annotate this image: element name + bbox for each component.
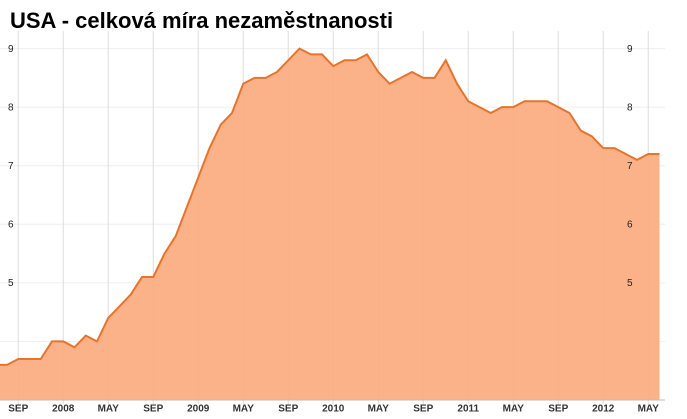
x-tick-label: 2010 — [322, 404, 345, 415]
x-tick-label: SEP — [413, 404, 433, 415]
x-tick-label: MAY — [503, 404, 525, 415]
x-tick-label: SEP — [8, 404, 28, 415]
y-tick-label: 6 — [8, 219, 14, 230]
x-tick-label: MAY — [638, 404, 660, 415]
x-tick-label: SEP — [143, 404, 163, 415]
x-tick-label: MAY — [368, 404, 390, 415]
x-tick-label: SEP — [548, 404, 568, 415]
x-tick-label: 2009 — [187, 404, 210, 415]
y-tick-label-right: 8 — [627, 102, 633, 113]
y-tick-label: 9 — [8, 44, 14, 55]
x-tick-label: MAY — [233, 404, 255, 415]
chart-title: USA - celková míra nezaměstnanosti — [10, 8, 393, 33]
x-tick-label: SEP — [278, 404, 298, 415]
y-tick-label-right: 6 — [627, 219, 633, 230]
x-tick-label: 2008 — [52, 404, 75, 415]
y-tick-label-right: 9 — [627, 44, 633, 55]
line — [0, 47, 660, 366]
area — [0, 48, 660, 400]
y-tick-label: 7 — [8, 161, 14, 172]
x-tick-label: 2012 — [592, 404, 615, 415]
y-tick-label: 5 — [8, 278, 14, 289]
x-tick-label: 2011 — [457, 404, 479, 415]
y-tick-label: 8 — [8, 102, 14, 113]
x-tick-label: MAY — [98, 404, 120, 415]
y-tick-label-right: 7 — [627, 161, 633, 172]
y-tick-label-right: 5 — [627, 278, 633, 289]
